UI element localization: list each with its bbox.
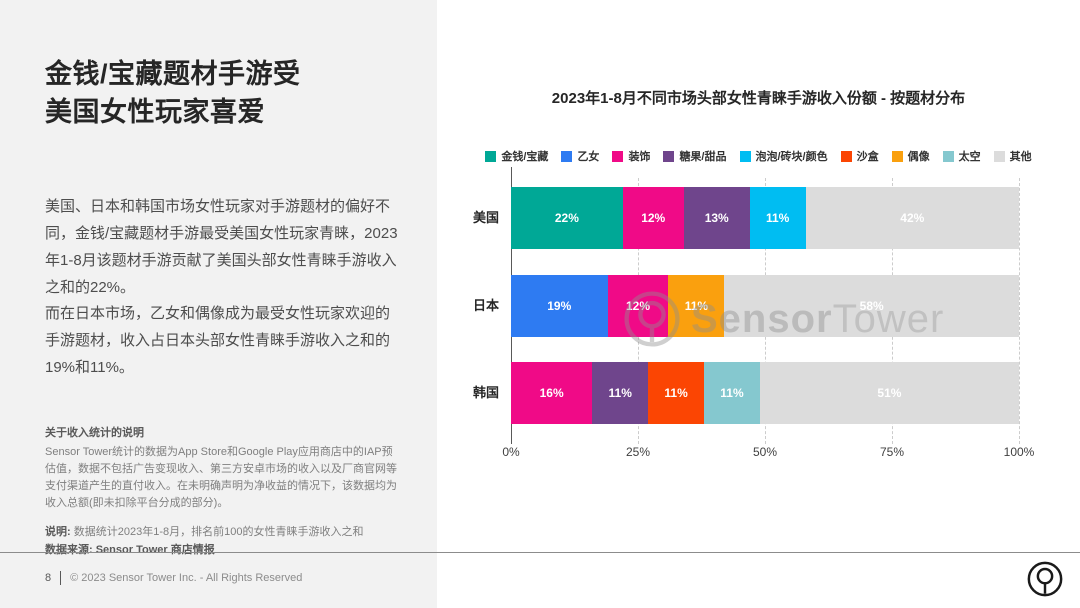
legend-label: 其他 [1009, 151, 1032, 163]
bar-segment-太空: 11% [704, 362, 760, 424]
legend-swatch [891, 150, 903, 162]
legend-swatch [561, 150, 573, 162]
bar-segment-糖果/甜品: 11% [592, 362, 649, 424]
legend-item: 泡泡/砖块/颜色 [739, 148, 828, 164]
bar-segment-沙盒: 11% [648, 362, 705, 424]
plot-area: SensorTower 0% 25% 50% 75% 100% 美国 22% 12% 13% 11… [473, 167, 1034, 459]
category-label: 韩国 [472, 385, 499, 400]
bar-segment-装饰: 12% [622, 187, 684, 249]
page-title: 金钱/宝藏题材手游受 美国女性玩家喜爱 [45, 55, 401, 131]
footer-separator [60, 571, 62, 585]
segment-value-label: 58% [859, 298, 884, 313]
footnotes: 关于收入统计的说明 Sensor Tower统计的数据为App Store和Go… [45, 424, 397, 558]
legend-swatch [485, 150, 497, 162]
footer-divider [0, 552, 1080, 553]
segment-value-label: 11% [765, 211, 790, 225]
sensor-tower-logo-icon [1026, 560, 1064, 598]
legend-item: 沙盒 [840, 148, 879, 164]
left-panel: 金钱/宝藏题材手游受 美国女性玩家喜爱 美国、日本和韩国市场女性玩家对手游题材的偏… [0, 0, 437, 608]
stacked-bar: 16% 11% 11% 11% 51% [511, 362, 1019, 424]
segment-value-label: 42% [900, 211, 925, 225]
legend-swatch [993, 150, 1005, 162]
chart-panel: 2023年1-8月不同市场头部女性青睐手游收入份额 - 按题材分布 金钱/宝藏 乙… [437, 0, 1080, 552]
x-tick-label: 75% [879, 445, 905, 459]
legend-item: 乙女 [561, 148, 599, 164]
note-title: 关于收入统计的说明 [45, 427, 144, 439]
legend-item: 其他 [993, 148, 1032, 164]
bar-segment-泡泡/砖块/颜色: 11% [749, 187, 806, 249]
legend-swatch [739, 150, 751, 162]
legend-item: 太空 [942, 148, 981, 164]
legend-item: 金钱/宝藏 [485, 148, 548, 164]
segment-value-label: 51% [877, 386, 902, 400]
chart-legend: 金钱/宝藏 乙女 装饰 糖果/甜品 泡泡/砖块/颜色 沙盒 偶像 太空 其他 [437, 148, 1080, 164]
bar-row: 韩国 16% 11% 11% 11% 51% [473, 362, 1019, 424]
segment-value-label: 19% [547, 298, 572, 313]
body-paragraph-1: 美国、日本和韩国市场女性玩家对手游题材的偏好不同，金钱/宝藏题材手游最受美国女性… [45, 198, 398, 296]
chart-title: 2023年1-8月不同市场头部女性青睐手游收入份额 - 按题材分布 [551, 90, 966, 107]
segment-value-label: 11% [664, 386, 688, 400]
segment-value-label: 12% [641, 211, 666, 225]
legend-label: 装饰 [628, 151, 651, 163]
bar-segment-装饰: 12% [607, 274, 669, 337]
bar-segment-其他: 42% [805, 187, 1019, 249]
x-tick-label: 50% [752, 445, 778, 459]
bar-row: 日本 19% 12% 11% 58% [473, 274, 1019, 337]
legend-label: 太空 [958, 151, 981, 163]
bar-row: 美国 22% 12% 13% 11% 42% [473, 187, 1019, 249]
segment-value-label: 13% [704, 211, 729, 225]
data-source: 数据来源: Sensor Tower 商店情报 [45, 544, 215, 556]
legend-swatch [840, 150, 852, 162]
note-line-label: 说明: [45, 526, 71, 538]
legend-label: 泡泡/砖块/颜色 [755, 151, 828, 163]
note-line-text: 数据统计2023年1-8月，排名前100的女性青睐手游收入之和 [73, 526, 364, 538]
stacked-bar: 22% 12% 13% 11% 42% [511, 187, 1019, 249]
legend-item: 装饰 [612, 148, 650, 164]
category-label: 美国 [472, 210, 499, 225]
segment-value-label: 12% [625, 298, 650, 313]
bar-segment-装饰: 16% [511, 362, 593, 424]
legend-label: 糖果/甜品 [679, 151, 727, 163]
legend-label: 偶像 [907, 151, 930, 163]
legend-swatch [663, 150, 675, 162]
x-tick-label: 25% [625, 445, 651, 459]
bar-segment-糖果/甜品: 13% [683, 187, 750, 249]
segment-value-label: 11% [720, 386, 744, 400]
page-number: 8 [45, 572, 52, 584]
stacked-bar: 19% 12% 11% 58% [511, 274, 1019, 337]
note-body: Sensor Tower统计的数据为App Store和Google Play应… [45, 446, 397, 509]
segment-value-label: 11% [684, 298, 709, 313]
legend-item: 糖果/甜品 [663, 148, 727, 164]
body-paragraph-2: 而在日本市场，乙女和偶像成为最受女性玩家欢迎的手游题材，收入占日本头部女性青睐手… [45, 305, 391, 376]
note-line: 说明: 数据统计2023年1-8月，排名前100的女性青睐手游收入之和 [45, 524, 397, 540]
legend-label: 乙女 [577, 151, 600, 163]
bar-segment-金钱/宝藏: 22% [511, 187, 623, 249]
category-label: 日本 [472, 297, 499, 313]
legend-item: 偶像 [891, 148, 930, 164]
legend-swatch [942, 150, 954, 162]
legend-label: 沙盒 [856, 151, 879, 163]
gridline [1019, 178, 1020, 444]
footer: 8 © 2023 Sensor Tower Inc. - All Rights … [45, 571, 302, 585]
page-title-line1: 金钱/宝藏题材手游受 [45, 59, 301, 89]
segment-value-label: 16% [539, 386, 564, 400]
segment-value-label: 11% [608, 386, 632, 400]
x-tick-label: 0% [502, 445, 520, 459]
bar-segment-其他: 51% [759, 362, 1019, 424]
copyright-text: © 2023 Sensor Tower Inc. - All Rights Re… [70, 572, 303, 584]
legend-swatch [612, 150, 624, 162]
x-tick-label: 100% [1003, 445, 1035, 459]
legend-label: 金钱/宝藏 [501, 151, 549, 163]
bar-segment-乙女: 19% [511, 274, 608, 337]
page-title-line2: 美国女性玩家喜爱 [45, 97, 265, 127]
bar-segment-其他: 58% [724, 274, 1019, 337]
segment-value-label: 22% [554, 211, 579, 225]
bar-segment-偶像: 11% [668, 274, 725, 337]
